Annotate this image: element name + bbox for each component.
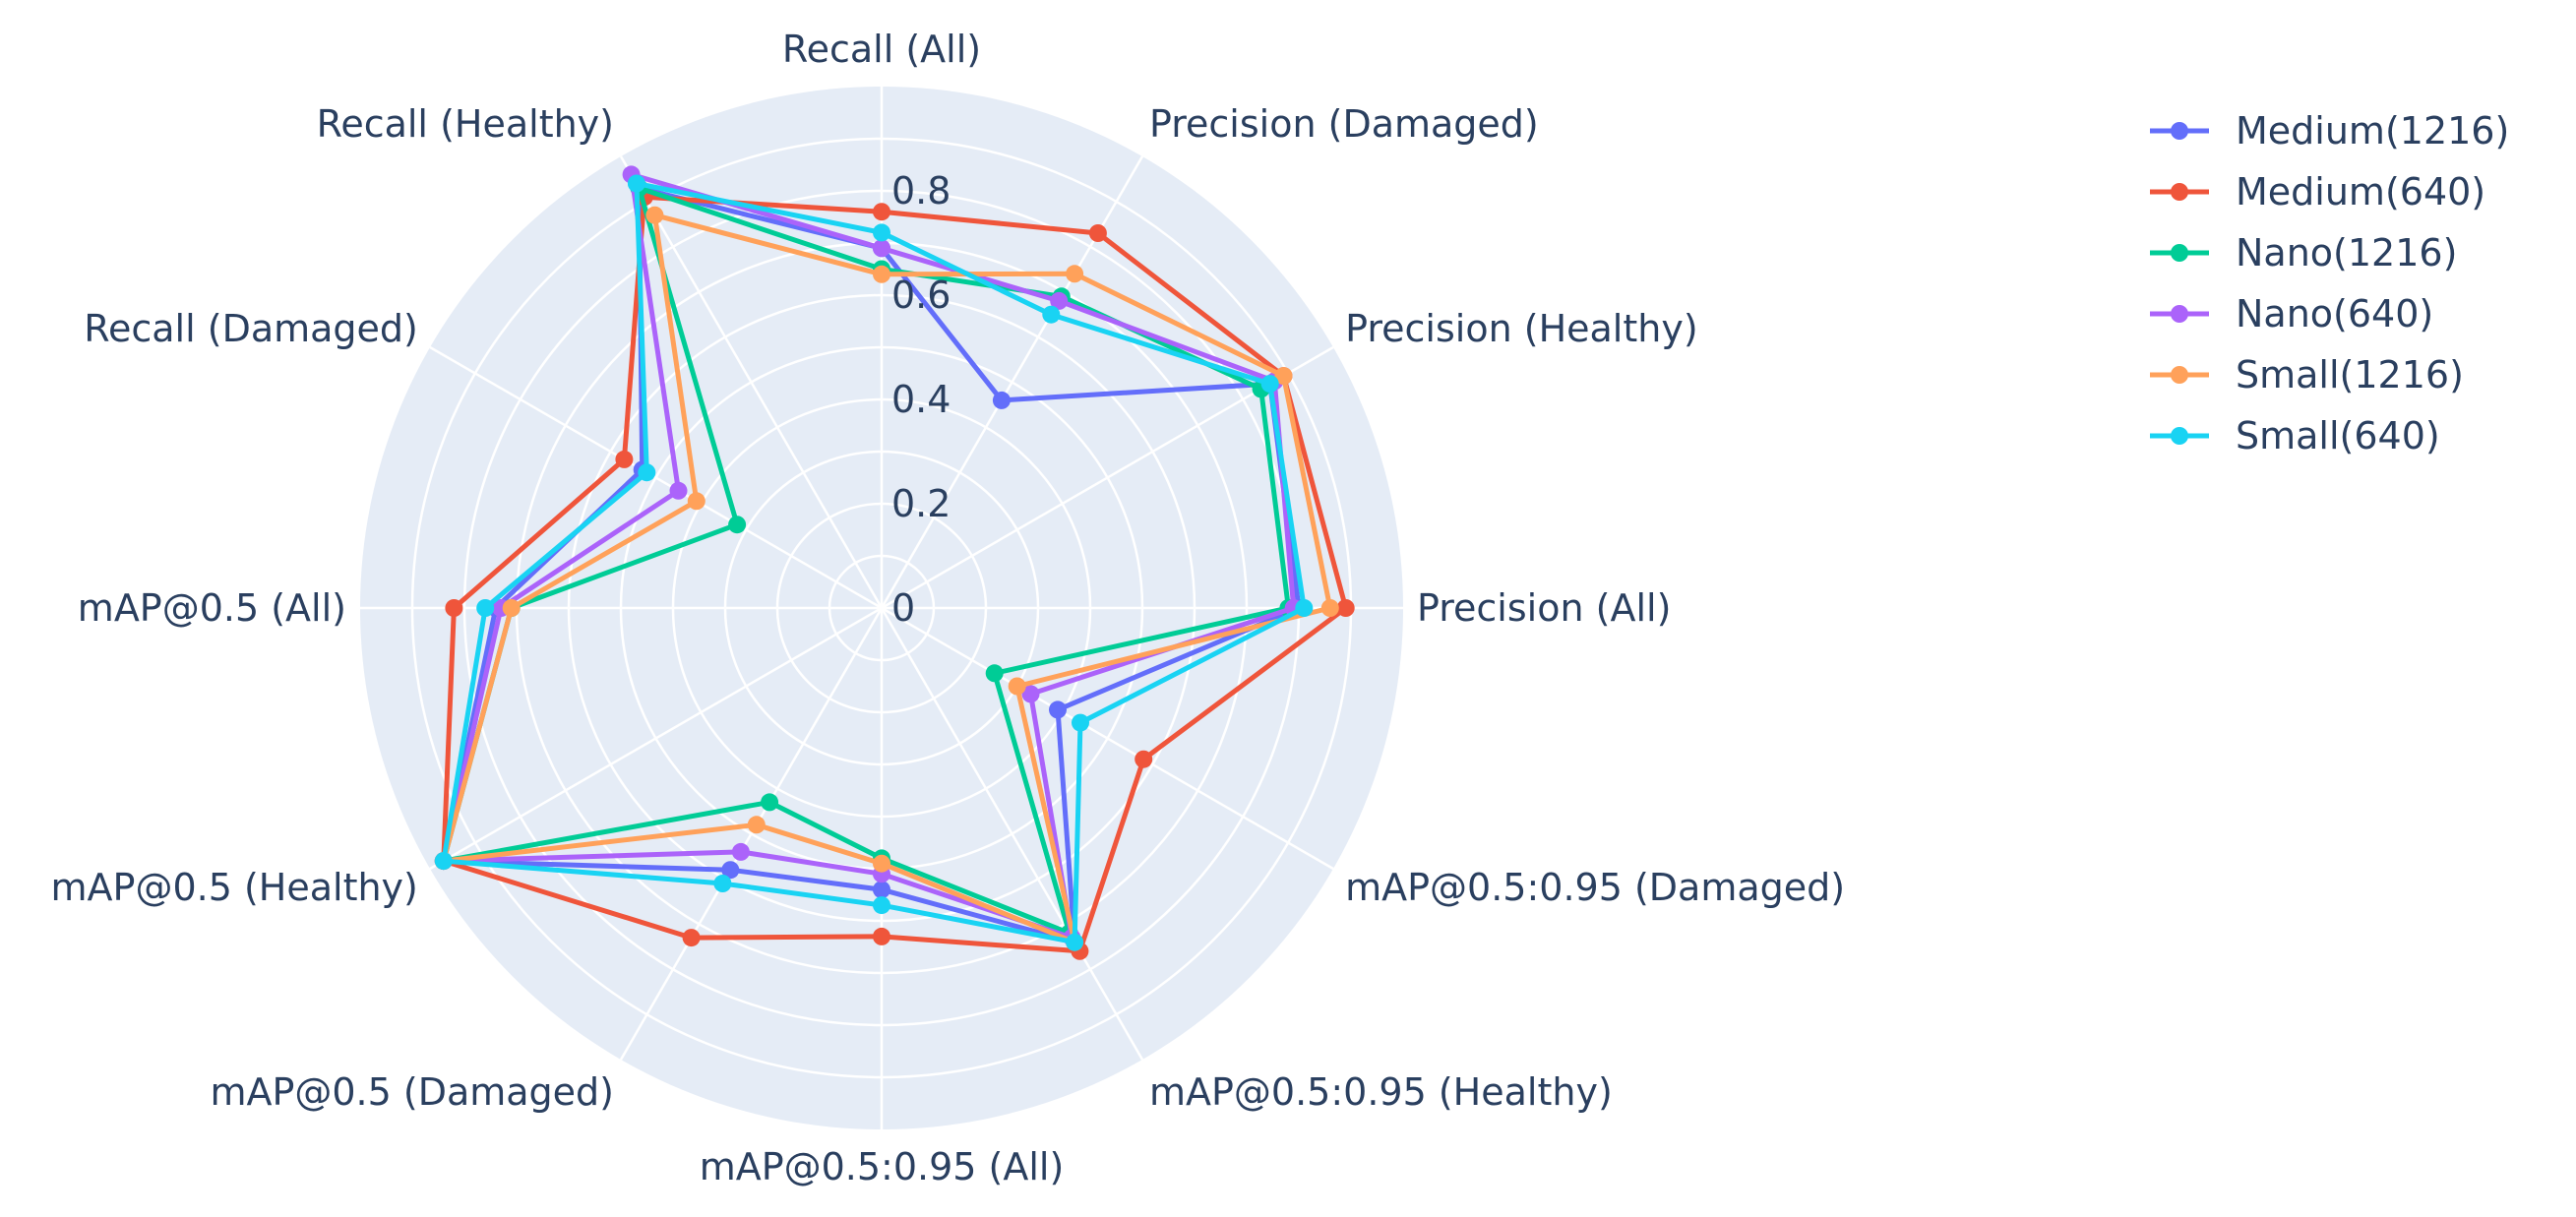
legend-swatch-marker — [2171, 366, 2188, 384]
axis-label-map-0-5-healthy: mAP@0.5 (Healthy) — [51, 866, 418, 909]
data-point-small-640-map-0-5-0-95-healthy[interactable] — [1066, 933, 1084, 951]
angular-axis-labels: Recall (All) Precision (Damaged) Precision… — [51, 28, 1846, 1188]
data-point-medium-640-precision-damaged[interactable] — [1088, 224, 1107, 242]
data-point-medium-640-map-0-5-0-95-all[interactable] — [873, 927, 890, 945]
data-point-nano-1216-map-0-5-damaged[interactable] — [761, 793, 779, 812]
legend-swatch-marker — [2171, 122, 2188, 140]
axis-label-precision-healthy: Precision (Healthy) — [1345, 307, 1698, 350]
data-point-small-1216-recall-damaged[interactable] — [687, 492, 705, 511]
data-point-nano-640-precision-damaged[interactable] — [1050, 291, 1069, 310]
legend-swatch-marker — [2171, 244, 2188, 262]
legend-label: Nano(640) — [2236, 292, 2433, 335]
legend-label: Small(1216) — [2236, 353, 2464, 396]
radial-axis-ticks: 0 0.2 0.4 0.6 0.8 — [891, 169, 951, 630]
legend-label: Nano(1216) — [2236, 231, 2457, 274]
axis-label-recall-all: Recall (All) — [782, 28, 981, 71]
data-point-small-640-recall-damaged[interactable] — [638, 463, 656, 482]
angular-grid-line — [619, 607, 884, 1061]
legend[interactable]: Medium(1216) Medium(640) Nano(1216) Nano(64… — [2150, 109, 2509, 457]
data-point-medium-640-precision-all[interactable] — [1336, 599, 1355, 617]
legend-item-nano-640[interactable]: Nano(640) — [2150, 292, 2433, 335]
data-point-medium-640-recall-all[interactable] — [873, 203, 890, 221]
data-point-small-640-recall-all[interactable] — [873, 223, 890, 242]
legend-label: Medium(1216) — [2236, 109, 2509, 152]
legend-item-nano-1216[interactable]: Nano(1216) — [2150, 231, 2457, 274]
radial-tick-label: 0.8 — [891, 169, 951, 213]
data-point-small-1216-recall-healthy[interactable] — [645, 206, 664, 224]
data-point-small-640-recall-healthy[interactable] — [627, 174, 645, 193]
angular-grid-line — [880, 607, 1144, 1061]
radial-tick-label: 0.6 — [891, 274, 951, 317]
series-small-640 — [434, 174, 1314, 951]
series-traces — [434, 165, 1355, 960]
axis-label-map-0-5-0-95-healthy: mAP@0.5:0.95 (Healthy) — [1149, 1070, 1613, 1114]
axis-label-map-0-5-0-95-all: mAP@0.5:0.95 (All) — [700, 1145, 1065, 1188]
data-point-small-640-precision-all[interactable] — [1295, 599, 1314, 617]
legend-swatch-marker — [2171, 183, 2188, 201]
data-point-nano-1216-recall-damaged[interactable] — [728, 516, 747, 534]
data-point-nano-640-map-0-5-damaged[interactable] — [731, 842, 750, 861]
data-point-nano-640-recall-damaged[interactable] — [669, 481, 688, 500]
legend-label: Small(640) — [2236, 414, 2440, 457]
radial-tick-label: 0.2 — [891, 482, 951, 525]
axis-label-recall-damaged: Recall (Damaged) — [84, 307, 418, 350]
data-point-small-640-map-0-5-0-95-damaged[interactable] — [1072, 713, 1089, 732]
legend-item-small-1216[interactable]: Small(1216) — [2150, 353, 2464, 396]
axis-label-map-0-5-all: mAP@0.5 (All) — [78, 586, 346, 630]
data-point-medium-640-recall-damaged[interactable] — [615, 450, 634, 468]
legend-swatch-marker — [2171, 427, 2188, 445]
legend-item-small-640[interactable]: Small(640) — [2150, 414, 2440, 457]
angular-grid-line — [619, 155, 884, 609]
data-point-nano-640-map-0-5-0-95-damaged[interactable] — [1021, 685, 1040, 703]
angular-grid-line — [429, 606, 883, 871]
data-point-small-640-precision-healthy[interactable] — [1260, 375, 1279, 394]
data-point-small-640-map-0-5-healthy[interactable] — [434, 852, 453, 871]
data-point-small-640-map-0-5-damaged[interactable] — [713, 875, 732, 892]
legend-item-medium-1216[interactable]: Medium(1216) — [2150, 109, 2509, 152]
data-point-small-1216-map-0-5-0-95-all[interactable] — [873, 854, 890, 873]
data-point-small-1216-recall-all[interactable] — [873, 265, 890, 283]
axis-label-precision-all: Precision (All) — [1417, 586, 1671, 630]
data-point-small-1216-map-0-5-0-95-damaged[interactable] — [1008, 677, 1026, 696]
angular-grid-line — [429, 345, 883, 610]
data-point-small-640-precision-damaged[interactable] — [1042, 305, 1061, 324]
axis-label-map-0-5-0-95-damaged: mAP@0.5:0.95 (Damaged) — [1345, 866, 1845, 909]
data-point-small-1216-precision-all[interactable] — [1320, 599, 1339, 617]
data-point-small-1216-map-0-5-damaged[interactable] — [747, 816, 766, 834]
data-point-medium-1216-map-0-5-0-95-damaged[interactable] — [1049, 700, 1067, 719]
data-point-small-640-map-0-5-all[interactable] — [476, 599, 495, 617]
radial-tick-label: 0 — [891, 586, 915, 630]
axis-label-recall-healthy: Recall (Healthy) — [317, 102, 614, 146]
legend-item-medium-640[interactable]: Medium(640) — [2150, 170, 2485, 213]
axis-label-precision-damaged: Precision (Damaged) — [1149, 102, 1539, 146]
data-point-nano-640-recall-all[interactable] — [873, 239, 890, 258]
radial-tick-label: 0.4 — [891, 378, 951, 421]
data-point-medium-640-map-0-5-all[interactable] — [445, 599, 463, 617]
data-point-medium-640-map-0-5-0-95-damaged[interactable] — [1135, 750, 1153, 768]
legend-label: Medium(640) — [2236, 170, 2485, 213]
data-point-medium-1216-precision-damaged[interactable] — [992, 391, 1011, 409]
data-point-small-640-map-0-5-0-95-all[interactable] — [873, 896, 890, 915]
data-point-medium-1216-map-0-5-0-95-all[interactable] — [873, 881, 890, 899]
data-point-nano-1216-map-0-5-0-95-damaged[interactable] — [985, 664, 1004, 683]
data-point-small-1216-precision-damaged[interactable] — [1066, 265, 1084, 283]
data-point-small-1216-map-0-5-all[interactable] — [502, 599, 521, 617]
legend-swatch-marker — [2171, 305, 2188, 323]
data-point-medium-1216-map-0-5-damaged[interactable] — [721, 861, 740, 880]
angular-grid-line — [881, 606, 1334, 871]
data-point-small-1216-precision-healthy[interactable] — [1274, 367, 1293, 386]
data-point-medium-640-map-0-5-damaged[interactable] — [682, 929, 701, 947]
axis-label-map-0-5-damaged: mAP@0.5 (Damaged) — [210, 1070, 614, 1114]
